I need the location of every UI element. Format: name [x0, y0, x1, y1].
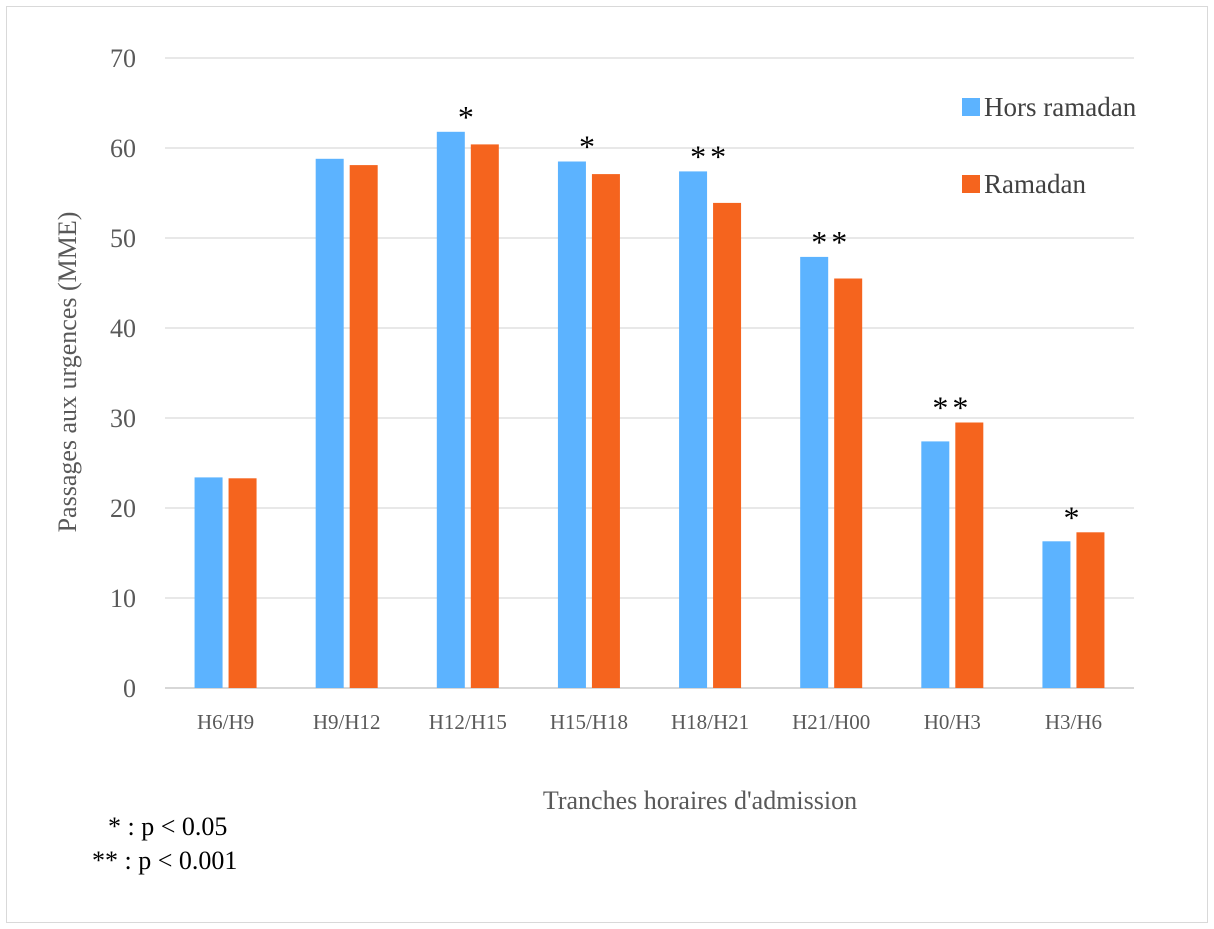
bar-hors-ramadan [194, 477, 223, 688]
bar-hors-ramadan [679, 171, 708, 688]
y-tick-label: 20 [110, 494, 136, 523]
bar-hors-ramadan [1042, 541, 1071, 688]
y-tick-label: 50 [110, 224, 136, 253]
x-axis-ticks: H6/H9 H9/H12 H12/H15 H15/H18 H18/H21 H21/H00 H… [197, 710, 1102, 734]
x-tick-label: H18/H21 [671, 710, 749, 734]
footnote-p005: * : p < 0.05 [108, 812, 228, 841]
bar-ramadan [349, 165, 378, 689]
x-tick-label: H12/H15 [429, 710, 507, 734]
y-axis-title: Passages aux urgences (MME) [53, 212, 82, 533]
significance-marker: * [1063, 499, 1083, 535]
significance-marker: * [458, 99, 478, 135]
legend: Hors ramadan Ramadan [962, 92, 1137, 199]
significance-annotations: ** ******* [458, 99, 1083, 535]
y-axis-ticks: 0 10 20 30 40 50 60 70 [110, 44, 136, 703]
x-tick-label: H15/H18 [550, 710, 628, 734]
legend-label-hors-ramadan: Hors ramadan [984, 92, 1137, 122]
bar-ramadan [713, 202, 742, 688]
y-tick-label: 30 [110, 404, 136, 433]
bar-ramadan [228, 478, 257, 688]
y-tick-label: 40 [110, 314, 136, 343]
x-axis-title: Tranches horaires d'admission [543, 786, 857, 815]
bar-hors-ramadan [800, 256, 829, 688]
bar-hors-ramadan [921, 441, 950, 688]
significance-marker: * [579, 129, 599, 165]
bar-ramadan [470, 144, 499, 688]
x-tick-label: H21/H00 [792, 710, 870, 734]
bar-hors-ramadan [315, 158, 344, 689]
bar-ramadan [1076, 532, 1105, 688]
legend-label-ramadan: Ramadan [984, 169, 1086, 199]
y-tick-label: 60 [110, 134, 136, 163]
bar-ramadan [834, 278, 863, 688]
significance-marker: ** [690, 138, 730, 174]
y-tick-label: 70 [110, 44, 136, 73]
bar-hors-ramadan [436, 131, 465, 689]
legend-swatch-hors-ramadan [962, 98, 980, 116]
significance-marker: ** [932, 390, 972, 426]
bar-hors-ramadan [557, 161, 586, 688]
bar-ramadan [591, 174, 620, 689]
bar-ramadan [955, 422, 984, 688]
x-tick-label: H9/H12 [313, 710, 381, 734]
legend-swatch-ramadan [962, 175, 980, 193]
bars [194, 131, 1105, 689]
y-tick-label: 0 [123, 674, 136, 703]
gridlines [165, 57, 1134, 689]
x-tick-label: H3/H6 [1045, 710, 1102, 734]
significance-marker: ** [811, 224, 851, 260]
y-tick-label: 10 [110, 584, 136, 613]
x-tick-label: H0/H3 [924, 710, 981, 734]
x-tick-label: H6/H9 [197, 710, 254, 734]
footnote-p0001: ** : p < 0.001 [92, 846, 238, 875]
